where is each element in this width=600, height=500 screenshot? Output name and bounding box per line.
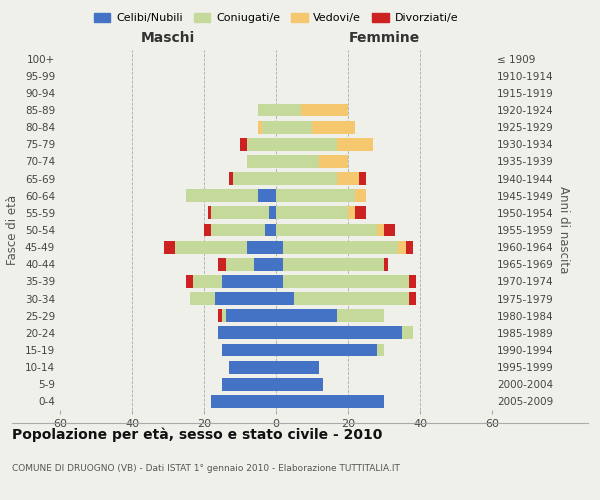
Bar — [276, 275, 283, 288]
Bar — [398, 240, 406, 254]
Bar — [218, 326, 276, 340]
Bar — [276, 258, 283, 270]
Bar — [377, 224, 384, 236]
Bar — [175, 240, 247, 254]
Bar — [222, 378, 276, 390]
Bar — [276, 138, 337, 150]
Bar — [337, 310, 384, 322]
Y-axis label: Anni di nascita: Anni di nascita — [557, 186, 570, 274]
Bar — [337, 138, 373, 150]
Bar — [337, 172, 359, 185]
Bar — [193, 275, 222, 288]
Bar — [276, 240, 283, 254]
Bar — [276, 224, 377, 236]
Bar — [409, 275, 416, 288]
Bar — [355, 190, 366, 202]
Text: COMUNE DI DRUOGNO (VB) - Dati ISTAT 1° gennaio 2010 - Elaborazione TUTTITALIA.IT: COMUNE DI DRUOGNO (VB) - Dati ISTAT 1° g… — [12, 464, 400, 473]
Bar — [409, 292, 416, 305]
Bar — [359, 172, 366, 185]
Bar — [384, 224, 395, 236]
Bar — [262, 120, 276, 134]
Bar — [276, 292, 294, 305]
Bar — [283, 275, 409, 288]
Bar — [276, 172, 337, 185]
Bar — [276, 120, 312, 134]
Bar — [233, 172, 276, 185]
Bar — [208, 206, 211, 220]
Bar — [247, 138, 276, 150]
Bar — [294, 292, 409, 305]
Bar — [276, 344, 377, 356]
Bar — [222, 344, 276, 356]
Text: Maschi: Maschi — [141, 31, 195, 45]
Bar — [218, 258, 226, 270]
Bar — [276, 206, 348, 220]
Bar — [276, 360, 319, 374]
Bar — [312, 120, 355, 134]
Bar — [254, 258, 276, 270]
Bar — [240, 138, 247, 150]
Bar — [402, 326, 413, 340]
Bar — [211, 206, 269, 220]
Bar — [276, 395, 384, 408]
Bar — [258, 120, 262, 134]
Bar — [247, 155, 276, 168]
Bar — [276, 155, 319, 168]
Bar — [215, 292, 276, 305]
Bar — [283, 258, 384, 270]
Bar — [265, 224, 276, 236]
Bar — [222, 310, 226, 322]
Legend: Celibi/Nubili, Coniugati/e, Vedovi/e, Divorziati/e: Celibi/Nubili, Coniugati/e, Vedovi/e, Di… — [89, 8, 463, 28]
Bar — [226, 258, 254, 270]
Bar — [164, 240, 175, 254]
Bar — [222, 275, 276, 288]
Bar — [348, 206, 355, 220]
Bar — [258, 190, 276, 202]
Bar — [269, 206, 276, 220]
Bar — [258, 104, 276, 117]
Y-axis label: Fasce di età: Fasce di età — [7, 195, 19, 265]
Text: Popolazione per età, sesso e stato civile - 2010: Popolazione per età, sesso e stato civil… — [12, 428, 382, 442]
Bar — [186, 275, 193, 288]
Bar — [355, 206, 366, 220]
Bar — [226, 310, 276, 322]
Bar — [406, 240, 413, 254]
Bar — [276, 326, 402, 340]
Bar — [229, 360, 276, 374]
Bar — [218, 310, 222, 322]
Bar — [319, 155, 348, 168]
Bar — [190, 292, 215, 305]
Bar — [211, 395, 276, 408]
Bar — [301, 104, 348, 117]
Bar — [377, 344, 384, 356]
Bar — [276, 190, 355, 202]
Bar — [276, 378, 323, 390]
Bar — [276, 104, 301, 117]
Bar — [229, 172, 233, 185]
Bar — [283, 240, 398, 254]
Bar — [204, 224, 211, 236]
Bar — [186, 190, 258, 202]
Bar — [384, 258, 388, 270]
Text: Femmine: Femmine — [349, 31, 419, 45]
Bar — [276, 310, 337, 322]
Bar — [247, 240, 276, 254]
Bar — [211, 224, 265, 236]
